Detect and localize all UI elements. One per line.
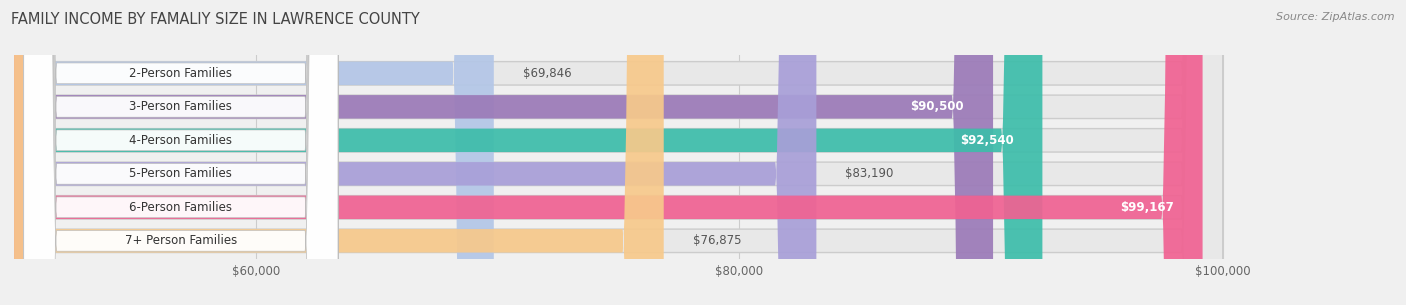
Text: FAMILY INCOME BY FAMALIY SIZE IN LAWRENCE COUNTY: FAMILY INCOME BY FAMALIY SIZE IN LAWRENC… <box>11 12 420 27</box>
FancyBboxPatch shape <box>24 0 337 305</box>
FancyBboxPatch shape <box>14 0 494 305</box>
FancyBboxPatch shape <box>14 0 817 305</box>
Text: 2-Person Families: 2-Person Families <box>129 67 232 80</box>
Text: $99,167: $99,167 <box>1119 201 1174 214</box>
Text: 3-Person Families: 3-Person Families <box>129 100 232 113</box>
Text: $76,875: $76,875 <box>693 234 741 247</box>
FancyBboxPatch shape <box>14 0 1202 305</box>
Text: $83,190: $83,190 <box>845 167 894 180</box>
FancyBboxPatch shape <box>14 0 1223 305</box>
FancyBboxPatch shape <box>14 0 1042 305</box>
FancyBboxPatch shape <box>14 0 1223 305</box>
FancyBboxPatch shape <box>14 0 1223 305</box>
FancyBboxPatch shape <box>24 0 337 305</box>
FancyBboxPatch shape <box>14 0 993 305</box>
Text: 7+ Person Families: 7+ Person Families <box>125 234 238 247</box>
FancyBboxPatch shape <box>24 0 337 305</box>
Text: $90,500: $90,500 <box>911 100 965 113</box>
Text: 6-Person Families: 6-Person Families <box>129 201 232 214</box>
FancyBboxPatch shape <box>24 0 337 305</box>
FancyBboxPatch shape <box>24 0 337 305</box>
Text: $92,540: $92,540 <box>960 134 1014 147</box>
Text: 5-Person Families: 5-Person Families <box>129 167 232 180</box>
FancyBboxPatch shape <box>14 0 1223 305</box>
Text: $69,846: $69,846 <box>523 67 571 80</box>
Text: 4-Person Families: 4-Person Families <box>129 134 232 147</box>
FancyBboxPatch shape <box>14 0 1223 305</box>
Text: Source: ZipAtlas.com: Source: ZipAtlas.com <box>1277 12 1395 22</box>
FancyBboxPatch shape <box>24 0 337 305</box>
FancyBboxPatch shape <box>14 0 1223 305</box>
FancyBboxPatch shape <box>14 0 664 305</box>
